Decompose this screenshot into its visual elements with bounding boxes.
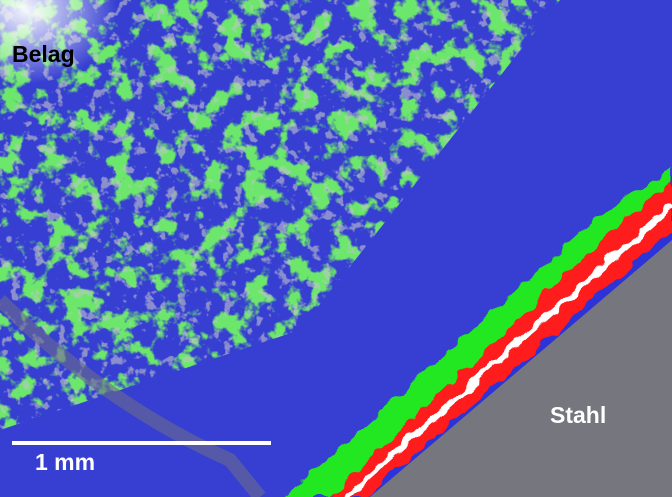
- white-deposit: [0, 0, 260, 210]
- micrograph: Belag Stahl 1 mm: [0, 0, 672, 497]
- scale-label: 1 mm: [35, 449, 95, 475]
- label-belag: Belag: [12, 41, 75, 67]
- label-stahl: Stahl: [550, 402, 606, 428]
